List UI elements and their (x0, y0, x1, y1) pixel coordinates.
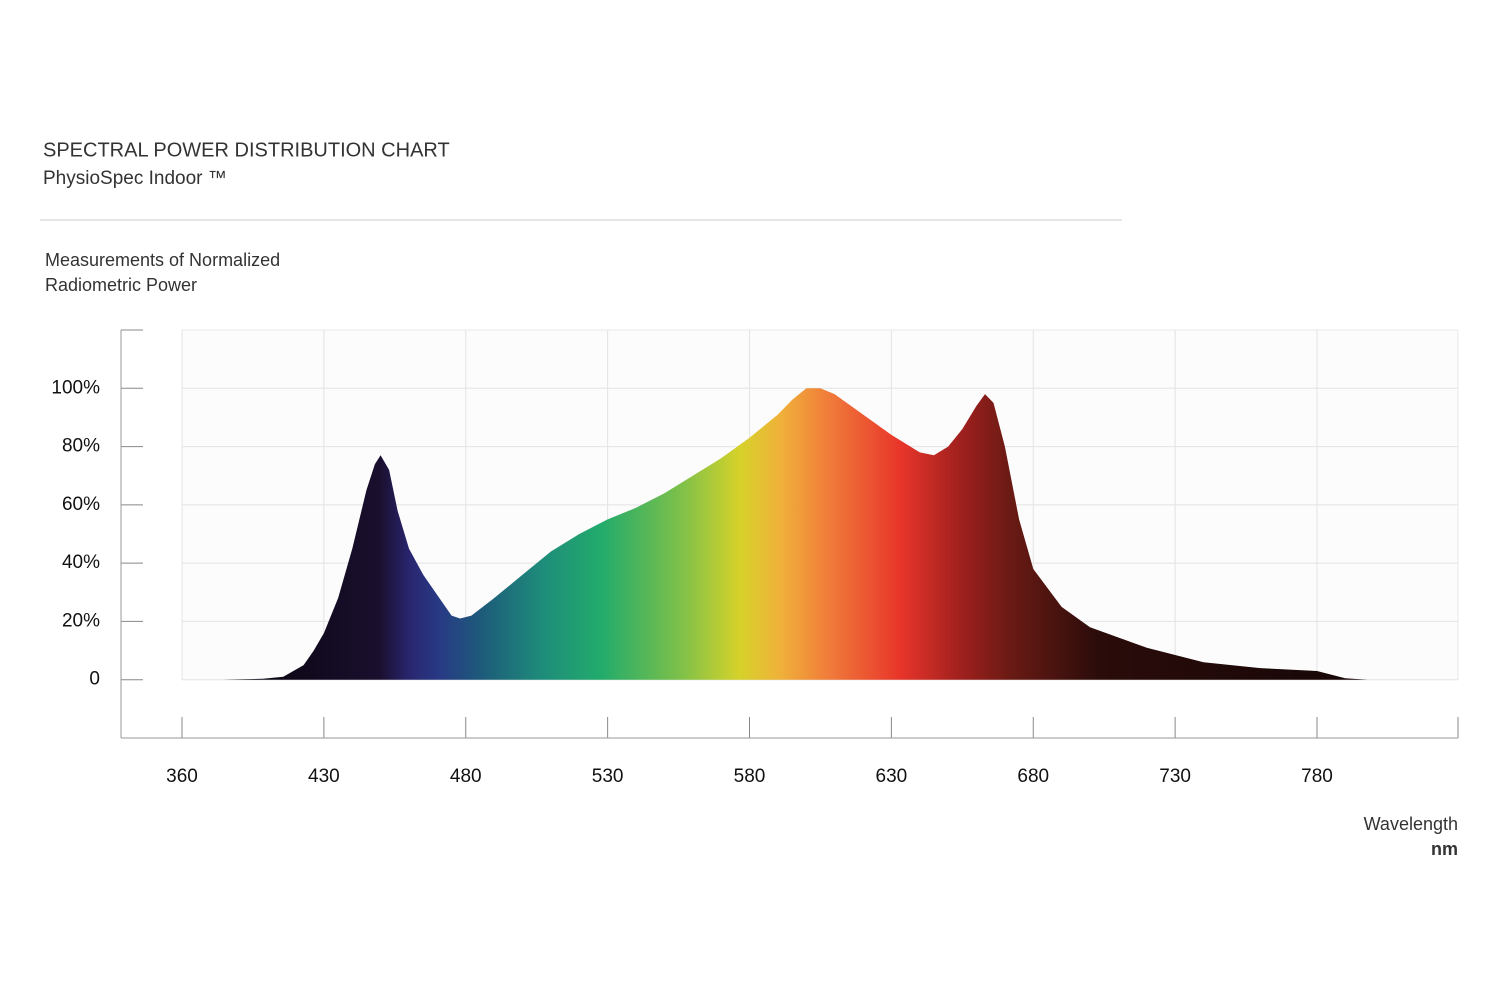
chart-title: SPECTRAL POWER DISTRIBUTION CHART (43, 139, 450, 161)
y-axis-label: Measurements of Normalized (45, 250, 280, 270)
x-tick-label: 480 (450, 766, 482, 787)
x-tick-label: 680 (1017, 766, 1049, 787)
x-tick-label: 580 (734, 766, 766, 787)
y-tick-label: 60% (62, 494, 100, 515)
spectrum-area (222, 388, 1368, 680)
chart-subtitle: PhysioSpec Indoor ™ (43, 168, 227, 189)
x-tick-label: 630 (876, 766, 908, 787)
y-tick-label: 20% (62, 610, 100, 631)
chart-layer: SPECTRAL POWER DISTRIBUTION CHART Physio… (40, 139, 1458, 859)
y-tick-label: 40% (62, 552, 100, 573)
y-tick-label: 0 (89, 669, 100, 690)
y-tick-label: 100% (51, 377, 100, 398)
x-tick-label: 430 (308, 766, 340, 787)
x-axis-unit: nm (1431, 839, 1458, 859)
x-tick-label: 730 (1159, 766, 1191, 787)
y-tick-label: 80% (62, 436, 100, 457)
x-tick-label: 360 (166, 766, 198, 787)
x-tick-label: 530 (592, 766, 624, 787)
x-tick-label: 780 (1301, 766, 1333, 787)
x-axis-label: Wavelength (1364, 814, 1458, 834)
y-axis-label: Radiometric Power (45, 275, 197, 295)
